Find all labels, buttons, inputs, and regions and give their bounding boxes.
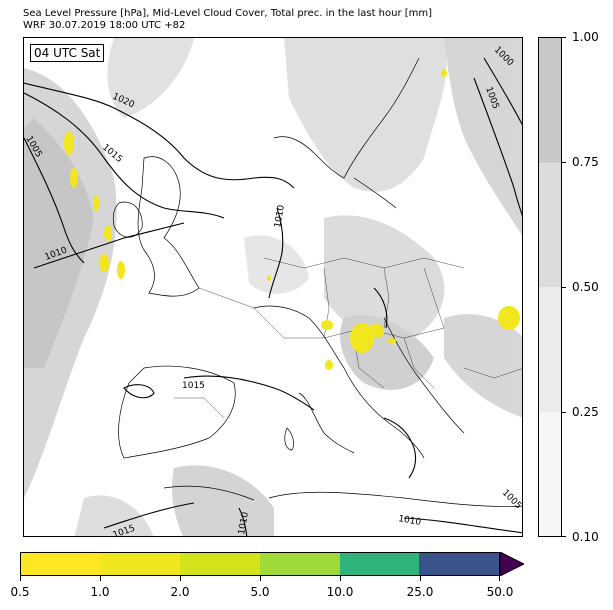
cloud-cover-layer [24,38,522,536]
precip-colorbar-tick [260,576,261,581]
cloud-colorbar-segment [539,162,561,287]
precip-colorbar-label: 10.0 [326,585,354,599]
isobar-label: 1015 [182,381,205,391]
cloud-colorbar-label: 0.10 [572,530,599,544]
map-title: Sea Level Pressure [hPa], Mid-Level Clou… [23,8,433,19]
precip-colorbar-label: 2.0 [170,585,190,599]
precip-colorbar-label: 5.0 [250,585,270,599]
cloud-colorbar-label: 0.25 [572,405,599,419]
cloud-colorbar-tick [561,412,566,413]
precip-colorbar-label: 50.0 [486,585,514,599]
cloud-colorbar-tick [561,287,566,288]
precip-colorbar-label: 25.0 [406,585,434,599]
precip-colorbar-tick [20,576,21,581]
isobar-label: 1010 [237,511,251,536]
precip-colorbar-tick [100,576,101,581]
isobar-label: 1005 [500,488,523,511]
cloud-colorbar-segment [539,411,561,536]
precip-colorbar-segment [21,553,101,575]
cloud-colorbar-segment [539,38,561,163]
weather-map: 1020 1015 1005 1010 1015 1010 1010 1015 … [23,37,523,537]
precip-colorbar-segment [339,553,420,575]
precip-colorbar-segment [100,553,181,575]
cloud-colorbar-label: 0.50 [572,280,599,294]
precip-colorbar-segment [260,553,340,575]
precip-colorbar-tick [340,576,341,581]
isobars [24,57,522,536]
cloud-colorbar-segment [539,287,561,412]
cloud-colorbar-label: 1.00 [572,30,599,44]
cloud-colorbar-tick [561,162,566,163]
map-subtitle: WRF 30.07.2019 18:00 UTC +82 [23,20,186,31]
precip-colorbar-tick [499,576,500,581]
cloud-cover-colorbar [538,37,562,537]
precip-colorbar-tick [420,576,421,581]
cloud-colorbar-tick [561,536,566,537]
isobar-label: 1010 [397,514,422,528]
precip-colorbar-label: 0.5 [10,585,30,599]
coastlines [112,57,522,507]
precip-colorbar-segment [419,553,500,575]
isobar-label: 1010 [273,204,287,229]
forecast-time-label: 04 UTC Sat [30,44,105,62]
map-canvas: 1020 1015 1005 1010 1015 1010 1010 1015 … [24,38,523,536]
cloud-colorbar-tick [561,37,566,38]
precipitation-layer [64,69,520,370]
precipitation-colorbar [20,552,500,576]
precip-colorbar-label: 1.0 [90,585,110,599]
cloud-colorbar-label: 0.75 [572,155,599,169]
precip-colorbar-segment [180,553,261,575]
precip-colorbar-tick [180,576,181,581]
precip-colorbar-extend-arrow [500,552,524,576]
